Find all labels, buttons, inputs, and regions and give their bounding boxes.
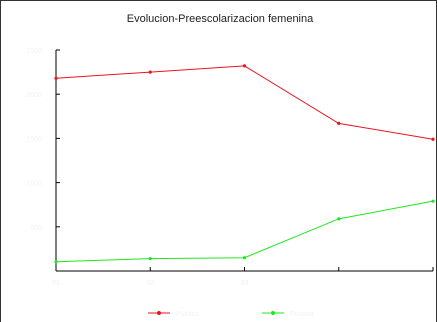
x-tick-label: 92 [146,280,154,287]
data-point [148,257,152,261]
y-ticks: 500 1000 1500 2000 2500 [26,48,60,272]
x-tick-label: 93 [241,280,249,287]
data-point [242,64,247,68]
data-point [431,137,435,141]
data-point [148,70,152,74]
series-group [54,64,435,264]
legend-swatch-marker [271,311,275,315]
x-tick-label: 91 [52,280,60,287]
data-point [337,217,341,221]
legend: Pública Privada [148,311,314,318]
data-point [54,76,58,80]
y-tick-label: 2500 [26,48,42,55]
y-tick-label: 2000 [26,92,42,99]
data-point [431,199,435,203]
data-point [242,256,247,260]
y-tick-label: 1000 [26,181,42,188]
data-point [54,260,58,264]
series-line-1 [55,200,434,263]
legend-label: Pública [176,311,199,318]
y-tick-label: 500 [30,225,42,232]
series-line-0 [55,65,434,140]
data-point [337,121,341,125]
chart-title: Evolucion-Preescolarizacion femenina [127,13,314,25]
legend-label: Privada [290,311,314,318]
x-ticks: 91 92 93 [52,267,434,287]
legend-swatch-marker [157,311,161,315]
y-tick-label: 1500 [26,136,42,143]
